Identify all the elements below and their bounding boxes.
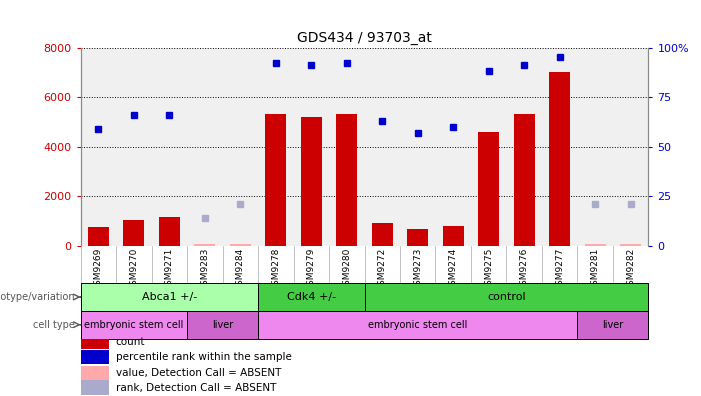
Text: GSM9270: GSM9270: [130, 248, 138, 291]
Text: GSM9284: GSM9284: [236, 248, 245, 291]
Text: GSM9276: GSM9276: [519, 248, 529, 291]
Text: GSM9271: GSM9271: [165, 248, 174, 291]
Text: value, Detection Call = ABSENT: value, Detection Call = ABSENT: [116, 368, 281, 378]
Bar: [442, 226, 464, 246]
Text: GSM9280: GSM9280: [342, 248, 351, 291]
Bar: [123, 219, 144, 246]
Text: cell type: cell type: [33, 320, 75, 330]
Text: GSM9281: GSM9281: [591, 248, 599, 291]
Bar: [365, 283, 648, 311]
Bar: [407, 229, 428, 246]
Text: control: control: [487, 292, 526, 302]
Bar: [88, 227, 109, 246]
Bar: [81, 283, 258, 311]
Text: percentile rank within the sample: percentile rank within the sample: [116, 352, 292, 362]
Text: GSM9272: GSM9272: [378, 248, 387, 291]
Bar: [81, 311, 187, 339]
Text: liver: liver: [212, 320, 233, 330]
Text: GSM9273: GSM9273: [414, 248, 422, 291]
Text: GSM9283: GSM9283: [200, 248, 210, 291]
Bar: [230, 244, 251, 246]
Text: Cdk4 +/-: Cdk4 +/-: [287, 292, 336, 302]
Text: GSM9274: GSM9274: [449, 248, 458, 291]
Bar: [585, 244, 606, 246]
Bar: [187, 311, 258, 339]
Text: genotype/variation: genotype/variation: [0, 292, 75, 302]
Bar: [81, 381, 109, 395]
Text: count: count: [116, 337, 145, 347]
Bar: [578, 311, 648, 339]
Bar: [265, 114, 287, 246]
Text: embryonic stem cell: embryonic stem cell: [368, 320, 468, 330]
Title: GDS434 / 93703_at: GDS434 / 93703_at: [297, 31, 432, 45]
Text: GSM9282: GSM9282: [626, 248, 635, 291]
Bar: [158, 217, 180, 246]
Bar: [81, 350, 109, 364]
Bar: [478, 131, 499, 246]
Bar: [549, 72, 571, 246]
Text: embryonic stem cell: embryonic stem cell: [84, 320, 184, 330]
Text: liver: liver: [602, 320, 624, 330]
Bar: [620, 244, 641, 246]
Bar: [372, 223, 393, 246]
Bar: [258, 283, 365, 311]
Text: rank, Detection Call = ABSENT: rank, Detection Call = ABSENT: [116, 383, 276, 393]
Bar: [514, 114, 535, 246]
Text: GSM9277: GSM9277: [555, 248, 564, 291]
Bar: [258, 311, 578, 339]
Text: GSM9275: GSM9275: [484, 248, 494, 291]
Text: GSM9269: GSM9269: [94, 248, 103, 291]
Text: GSM9279: GSM9279: [307, 248, 315, 291]
Bar: [336, 114, 358, 246]
Bar: [81, 366, 109, 380]
Text: Abca1 +/-: Abca1 +/-: [142, 292, 197, 302]
Bar: [194, 244, 215, 246]
Bar: [81, 335, 109, 349]
Bar: [301, 117, 322, 246]
Text: GSM9278: GSM9278: [271, 248, 280, 291]
